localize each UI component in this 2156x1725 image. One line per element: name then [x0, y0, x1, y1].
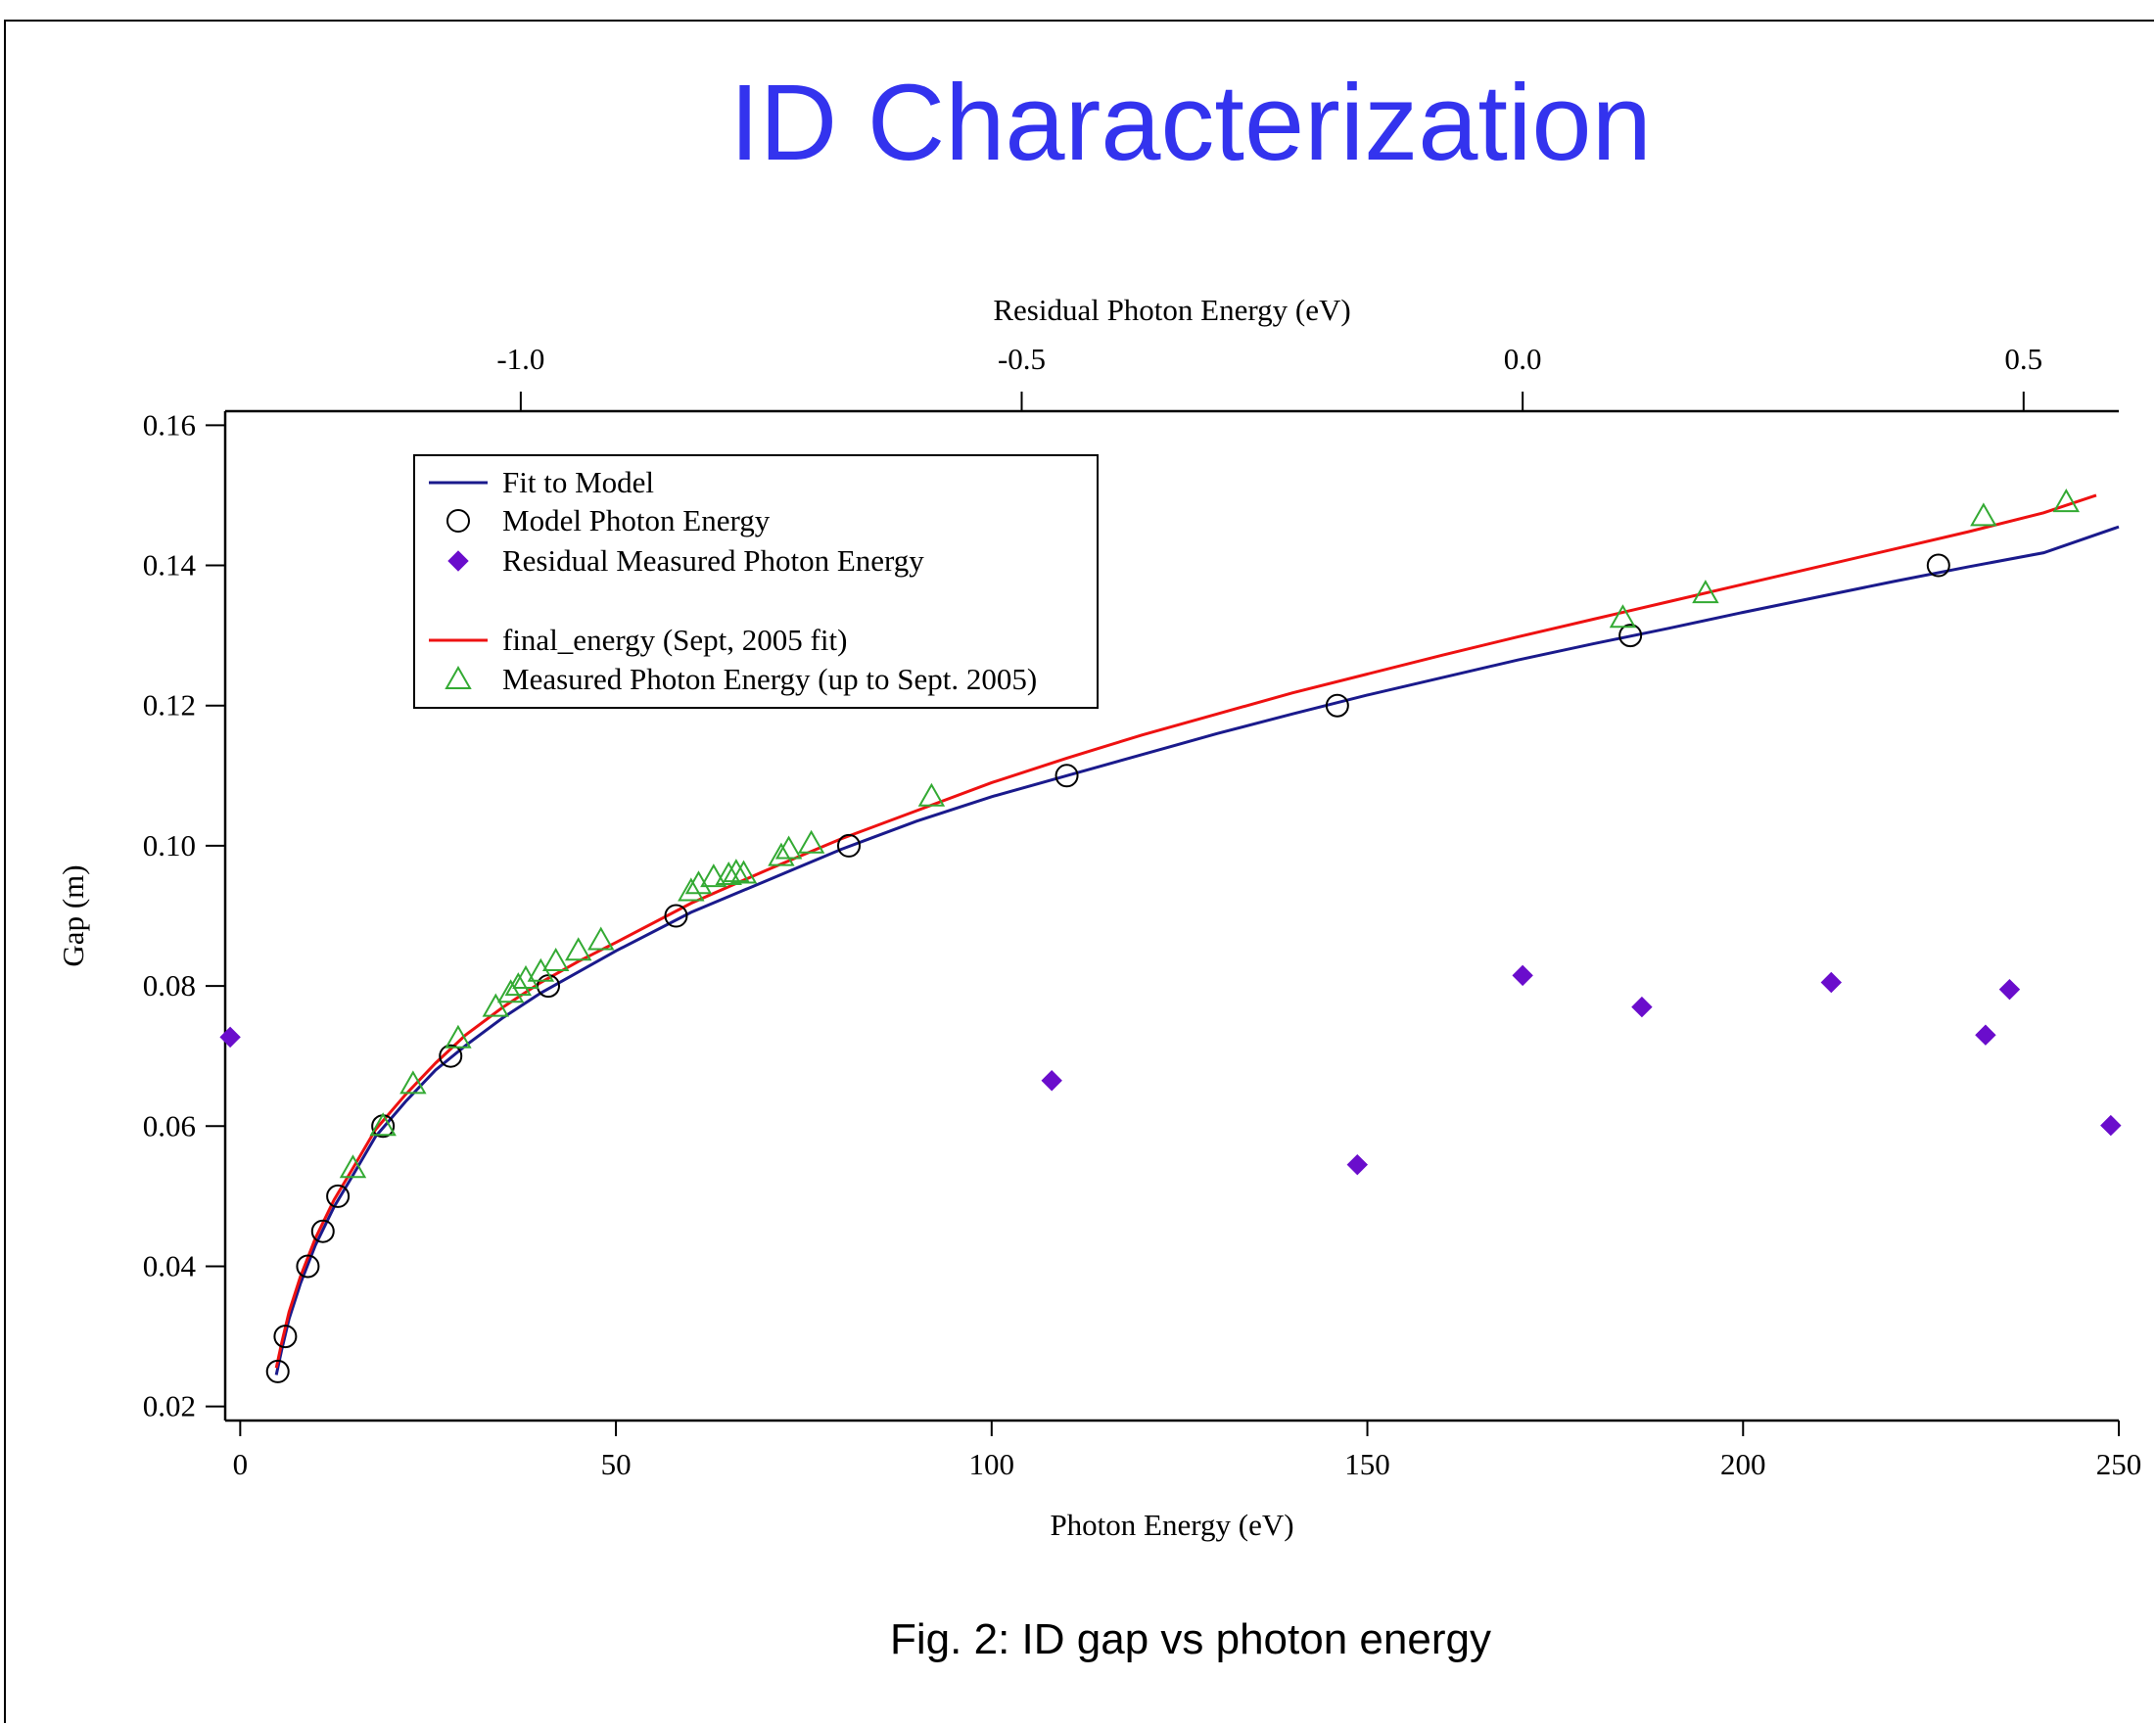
measured-photon-energy-point	[700, 863, 727, 888]
model-photon-energy-point	[1618, 624, 1643, 648]
x-tick-label: 50	[601, 1447, 632, 1481]
model-photon-energy-point	[664, 904, 688, 928]
x-tick-label: 150	[1344, 1447, 1390, 1481]
measured-photon-energy-point	[482, 993, 510, 1017]
measured-photon-energy-point	[1609, 604, 1637, 629]
measured-photon-energy-point	[445, 1024, 472, 1049]
y-tick-label: 0.16	[143, 407, 196, 442]
chart-plot-area	[219, 489, 2122, 1383]
residual-measured-point	[1998, 978, 2021, 1001]
measured-photon-energy-point	[774, 835, 803, 860]
legend-label: Model Photon Energy	[502, 503, 771, 537]
slide-title: ID Characterization	[729, 63, 1652, 183]
residual-measured-point	[1512, 964, 1533, 987]
model-photon-energy-point	[1926, 553, 1950, 578]
figure-caption: Fig. 2: ID gap vs photon energy	[890, 1615, 1491, 1663]
top-x-tick-label: -0.5	[998, 342, 1046, 376]
top-x-tick-label: 0.5	[2004, 342, 2042, 376]
model-photon-energy-point	[1325, 693, 1349, 718]
chart-legend: Fit to Model Model Photon Energy Residual …	[413, 454, 1099, 709]
measured-photon-energy-point	[339, 1154, 367, 1179]
measured-photon-energy-point	[504, 972, 533, 997]
y-tick-label: 0.12	[143, 688, 196, 723]
fit-to-model-line	[274, 525, 2120, 1375]
legend-triangle-marker	[445, 665, 472, 689]
measured-photon-energy-point	[729, 860, 758, 884]
model-photon-energy-point	[296, 1254, 320, 1279]
y-tick-label: 0.10	[143, 828, 196, 862]
y-tick-label: 0.08	[143, 968, 196, 1002]
legend-label: final_energy (Sept, 2005 fit)	[502, 623, 847, 657]
residual-measured-point	[219, 1026, 241, 1049]
x-tick-label: 0	[233, 1447, 249, 1481]
measured-photon-energy-point	[723, 859, 750, 883]
x-axis-label: Photon Energy (eV)	[1050, 1508, 1293, 1542]
legend-box	[413, 454, 1099, 709]
legend-label: Fit to Model	[502, 465, 654, 499]
measured-photon-energy-point	[768, 842, 795, 866]
residual-measured-point	[2100, 1114, 2122, 1137]
y-tick-label: 0.02	[143, 1389, 196, 1423]
y-tick-label: 0.14	[143, 548, 197, 583]
measured-photon-energy-point	[1692, 580, 1719, 604]
chart-axes: 0 50 100 150 200 250 0.02 0.04 0.06 0.08 0.10 0.12 0…	[143, 342, 2142, 1481]
model-photon-energy-point	[310, 1219, 335, 1243]
model-photon-energy-point	[836, 833, 861, 858]
model-photon-energy-point	[326, 1184, 351, 1208]
legend-label: Residual Measured Photon Energy	[502, 543, 924, 578]
residual-measured-point	[1631, 996, 1653, 1018]
slide-frame	[4, 20, 2154, 1723]
x-tick-label: 200	[1720, 1447, 1766, 1481]
y-tick-label: 0.04	[143, 1248, 197, 1282]
measured-photon-energy-point	[587, 926, 615, 951]
residual-measured-point	[1975, 1024, 1996, 1046]
measured-photon-energy-point	[2052, 489, 2081, 513]
y-tick-label: 0.06	[143, 1108, 196, 1142]
measured-photon-energy-point	[496, 979, 525, 1003]
measured-photon-energy-point	[564, 937, 592, 961]
measured-photon-energy-point	[399, 1070, 427, 1095]
x-tick-label: 250	[2096, 1447, 2142, 1481]
measured-photon-energy-point	[541, 948, 570, 972]
residual-measured-point	[1041, 1070, 1062, 1092]
measured-photon-energy-point	[369, 1112, 397, 1137]
measured-photon-energy-point	[678, 877, 705, 902]
legend-label: Measured Photon Energy (up to Sept. 2005…	[502, 662, 1037, 696]
x-tick-label: 100	[969, 1447, 1015, 1481]
model-photon-energy-point	[1055, 764, 1079, 788]
measured-photon-energy-point	[917, 782, 946, 807]
model-photon-energy-point	[439, 1044, 463, 1068]
y-axis-label: Gap (m)	[56, 864, 90, 966]
residual-measured-point	[1820, 971, 1843, 994]
model-photon-energy-point	[265, 1359, 290, 1383]
top-x-tick-label: -1.0	[496, 342, 544, 376]
measured-photon-energy-point	[1970, 502, 1997, 527]
legend-circle-marker	[446, 509, 470, 533]
model-photon-energy-point	[273, 1325, 298, 1349]
measured-photon-energy-point	[797, 829, 825, 854]
top-x-axis-label: Residual Photon Energy (eV)	[993, 293, 1350, 327]
legend-diamond-marker	[447, 550, 469, 572]
top-x-tick-label: 0.0	[1504, 342, 1542, 376]
measured-photon-energy-point	[715, 861, 742, 885]
residual-measured-point	[1346, 1153, 1369, 1176]
